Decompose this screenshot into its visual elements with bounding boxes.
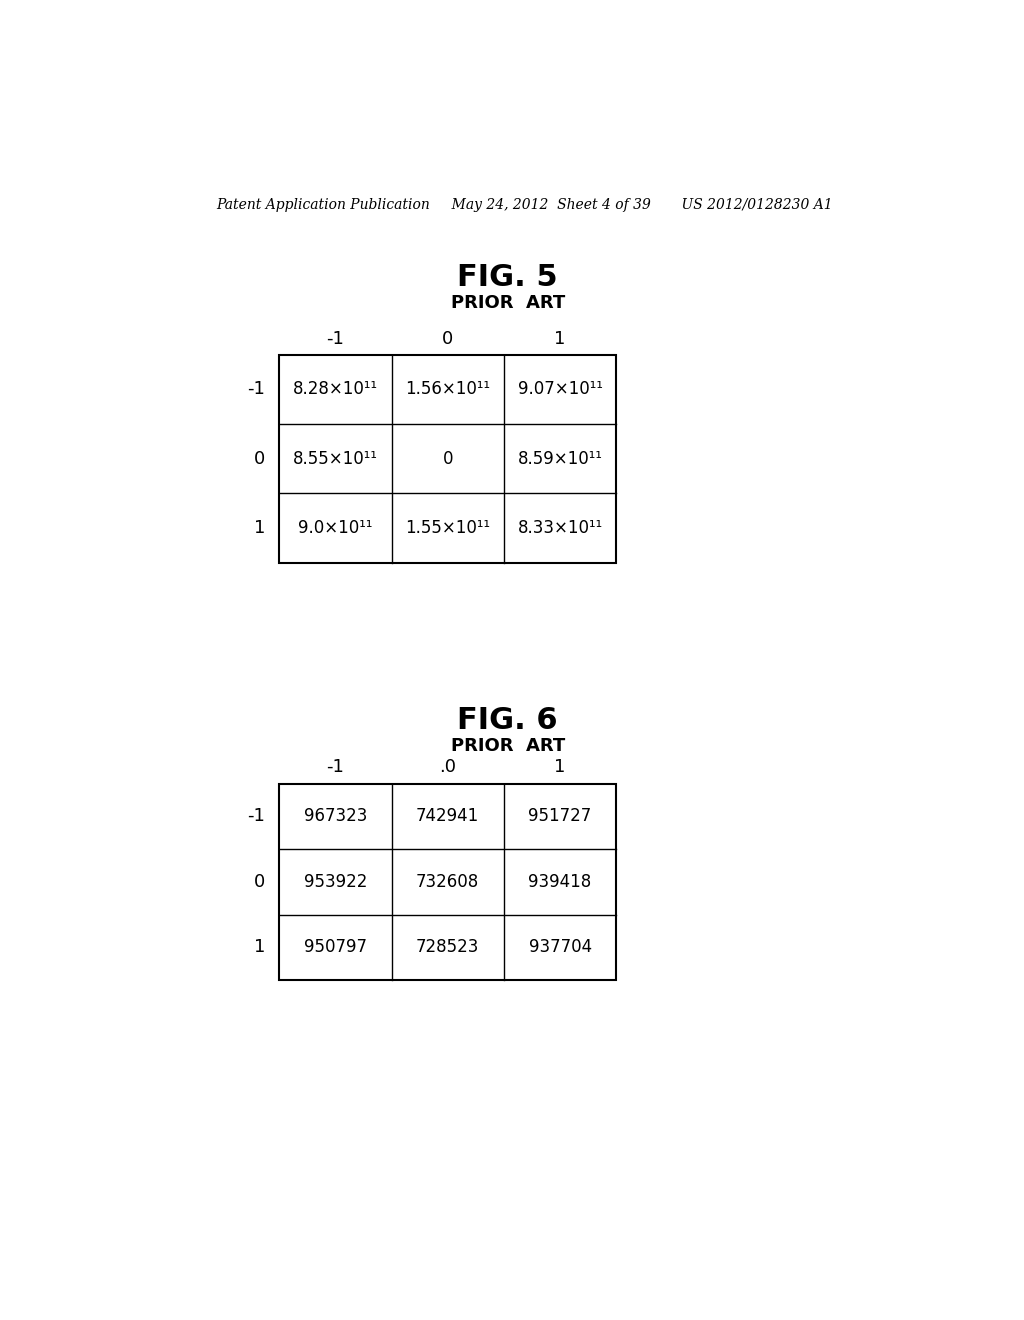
- Text: FIG. 5: FIG. 5: [458, 263, 558, 292]
- Text: 951727: 951727: [528, 808, 592, 825]
- Text: 937704: 937704: [528, 939, 592, 956]
- Text: -1: -1: [248, 380, 265, 399]
- Text: 1: 1: [554, 330, 565, 348]
- Text: 732608: 732608: [416, 873, 479, 891]
- Text: 967323: 967323: [304, 808, 367, 825]
- Text: 0: 0: [254, 450, 265, 467]
- Text: 742941: 742941: [416, 808, 479, 825]
- Text: 8.28×10¹¹: 8.28×10¹¹: [293, 380, 378, 399]
- Text: Patent Application Publication     May 24, 2012  Sheet 4 of 39       US 2012/012: Patent Application Publication May 24, 2…: [216, 198, 834, 211]
- Text: PRIOR  ART: PRIOR ART: [451, 294, 565, 312]
- Text: 1: 1: [254, 939, 265, 956]
- Text: 9.0×10¹¹: 9.0×10¹¹: [298, 519, 373, 537]
- Text: -1: -1: [327, 758, 344, 776]
- Text: 0: 0: [254, 873, 265, 891]
- Text: 8.33×10¹¹: 8.33×10¹¹: [517, 519, 603, 537]
- Text: -1: -1: [327, 330, 344, 348]
- Text: 1.56×10¹¹: 1.56×10¹¹: [406, 380, 490, 399]
- Text: .0: .0: [439, 758, 456, 776]
- Text: 8.59×10¹¹: 8.59×10¹¹: [517, 450, 602, 467]
- Text: 728523: 728523: [416, 939, 479, 956]
- Text: -1: -1: [248, 808, 265, 825]
- Text: 0: 0: [442, 450, 453, 467]
- Text: 950797: 950797: [304, 939, 367, 956]
- Text: 0: 0: [442, 330, 454, 348]
- Text: 953922: 953922: [304, 873, 367, 891]
- Text: 939418: 939418: [528, 873, 592, 891]
- Bar: [280, 355, 616, 562]
- Text: 1.55×10¹¹: 1.55×10¹¹: [406, 519, 490, 537]
- Text: 1: 1: [554, 758, 565, 776]
- Text: 8.55×10¹¹: 8.55×10¹¹: [293, 450, 378, 467]
- Text: 9.07×10¹¹: 9.07×10¹¹: [517, 380, 602, 399]
- Bar: [280, 784, 616, 979]
- Text: FIG. 6: FIG. 6: [458, 706, 558, 735]
- Text: PRIOR  ART: PRIOR ART: [451, 737, 565, 755]
- Text: 1: 1: [254, 519, 265, 537]
